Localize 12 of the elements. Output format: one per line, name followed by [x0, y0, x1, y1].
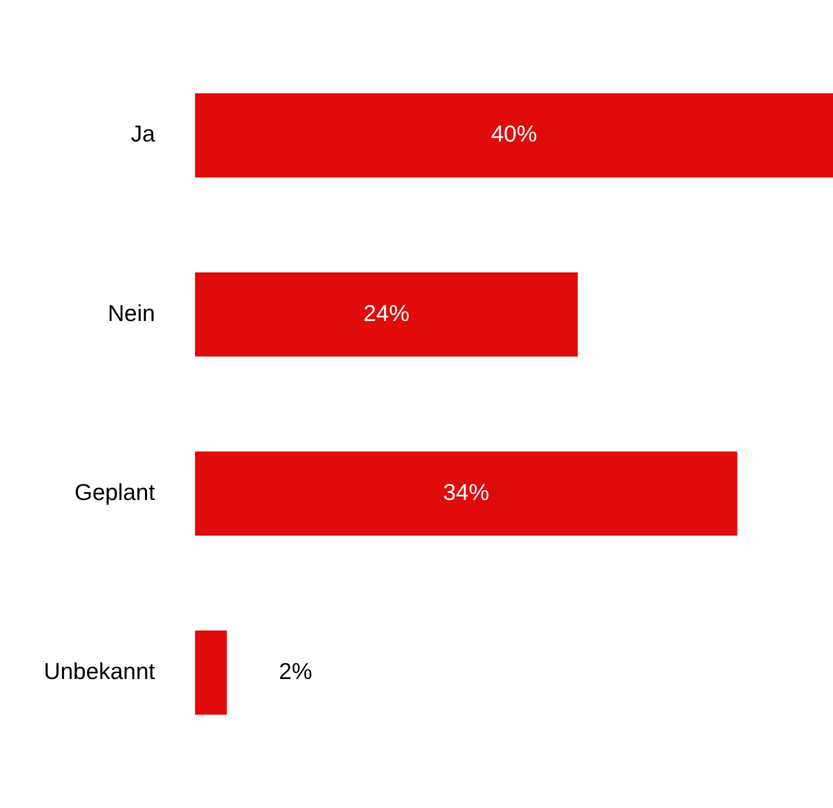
data-label: 24%	[363, 300, 410, 326]
data-label: 40%	[490, 120, 538, 147]
bar	[195, 451, 738, 536]
y-tick-label: Geplant	[74, 478, 156, 505]
data-label: 34%	[443, 478, 490, 505]
bar	[195, 272, 578, 357]
y-tick-label: Ja	[130, 120, 156, 147]
data-label: 2%	[278, 658, 312, 684]
bar	[195, 630, 227, 715]
bar	[195, 93, 833, 178]
y-tick-label: Unbekannt	[44, 658, 156, 684]
y-tick-label: Nein	[108, 300, 155, 326]
